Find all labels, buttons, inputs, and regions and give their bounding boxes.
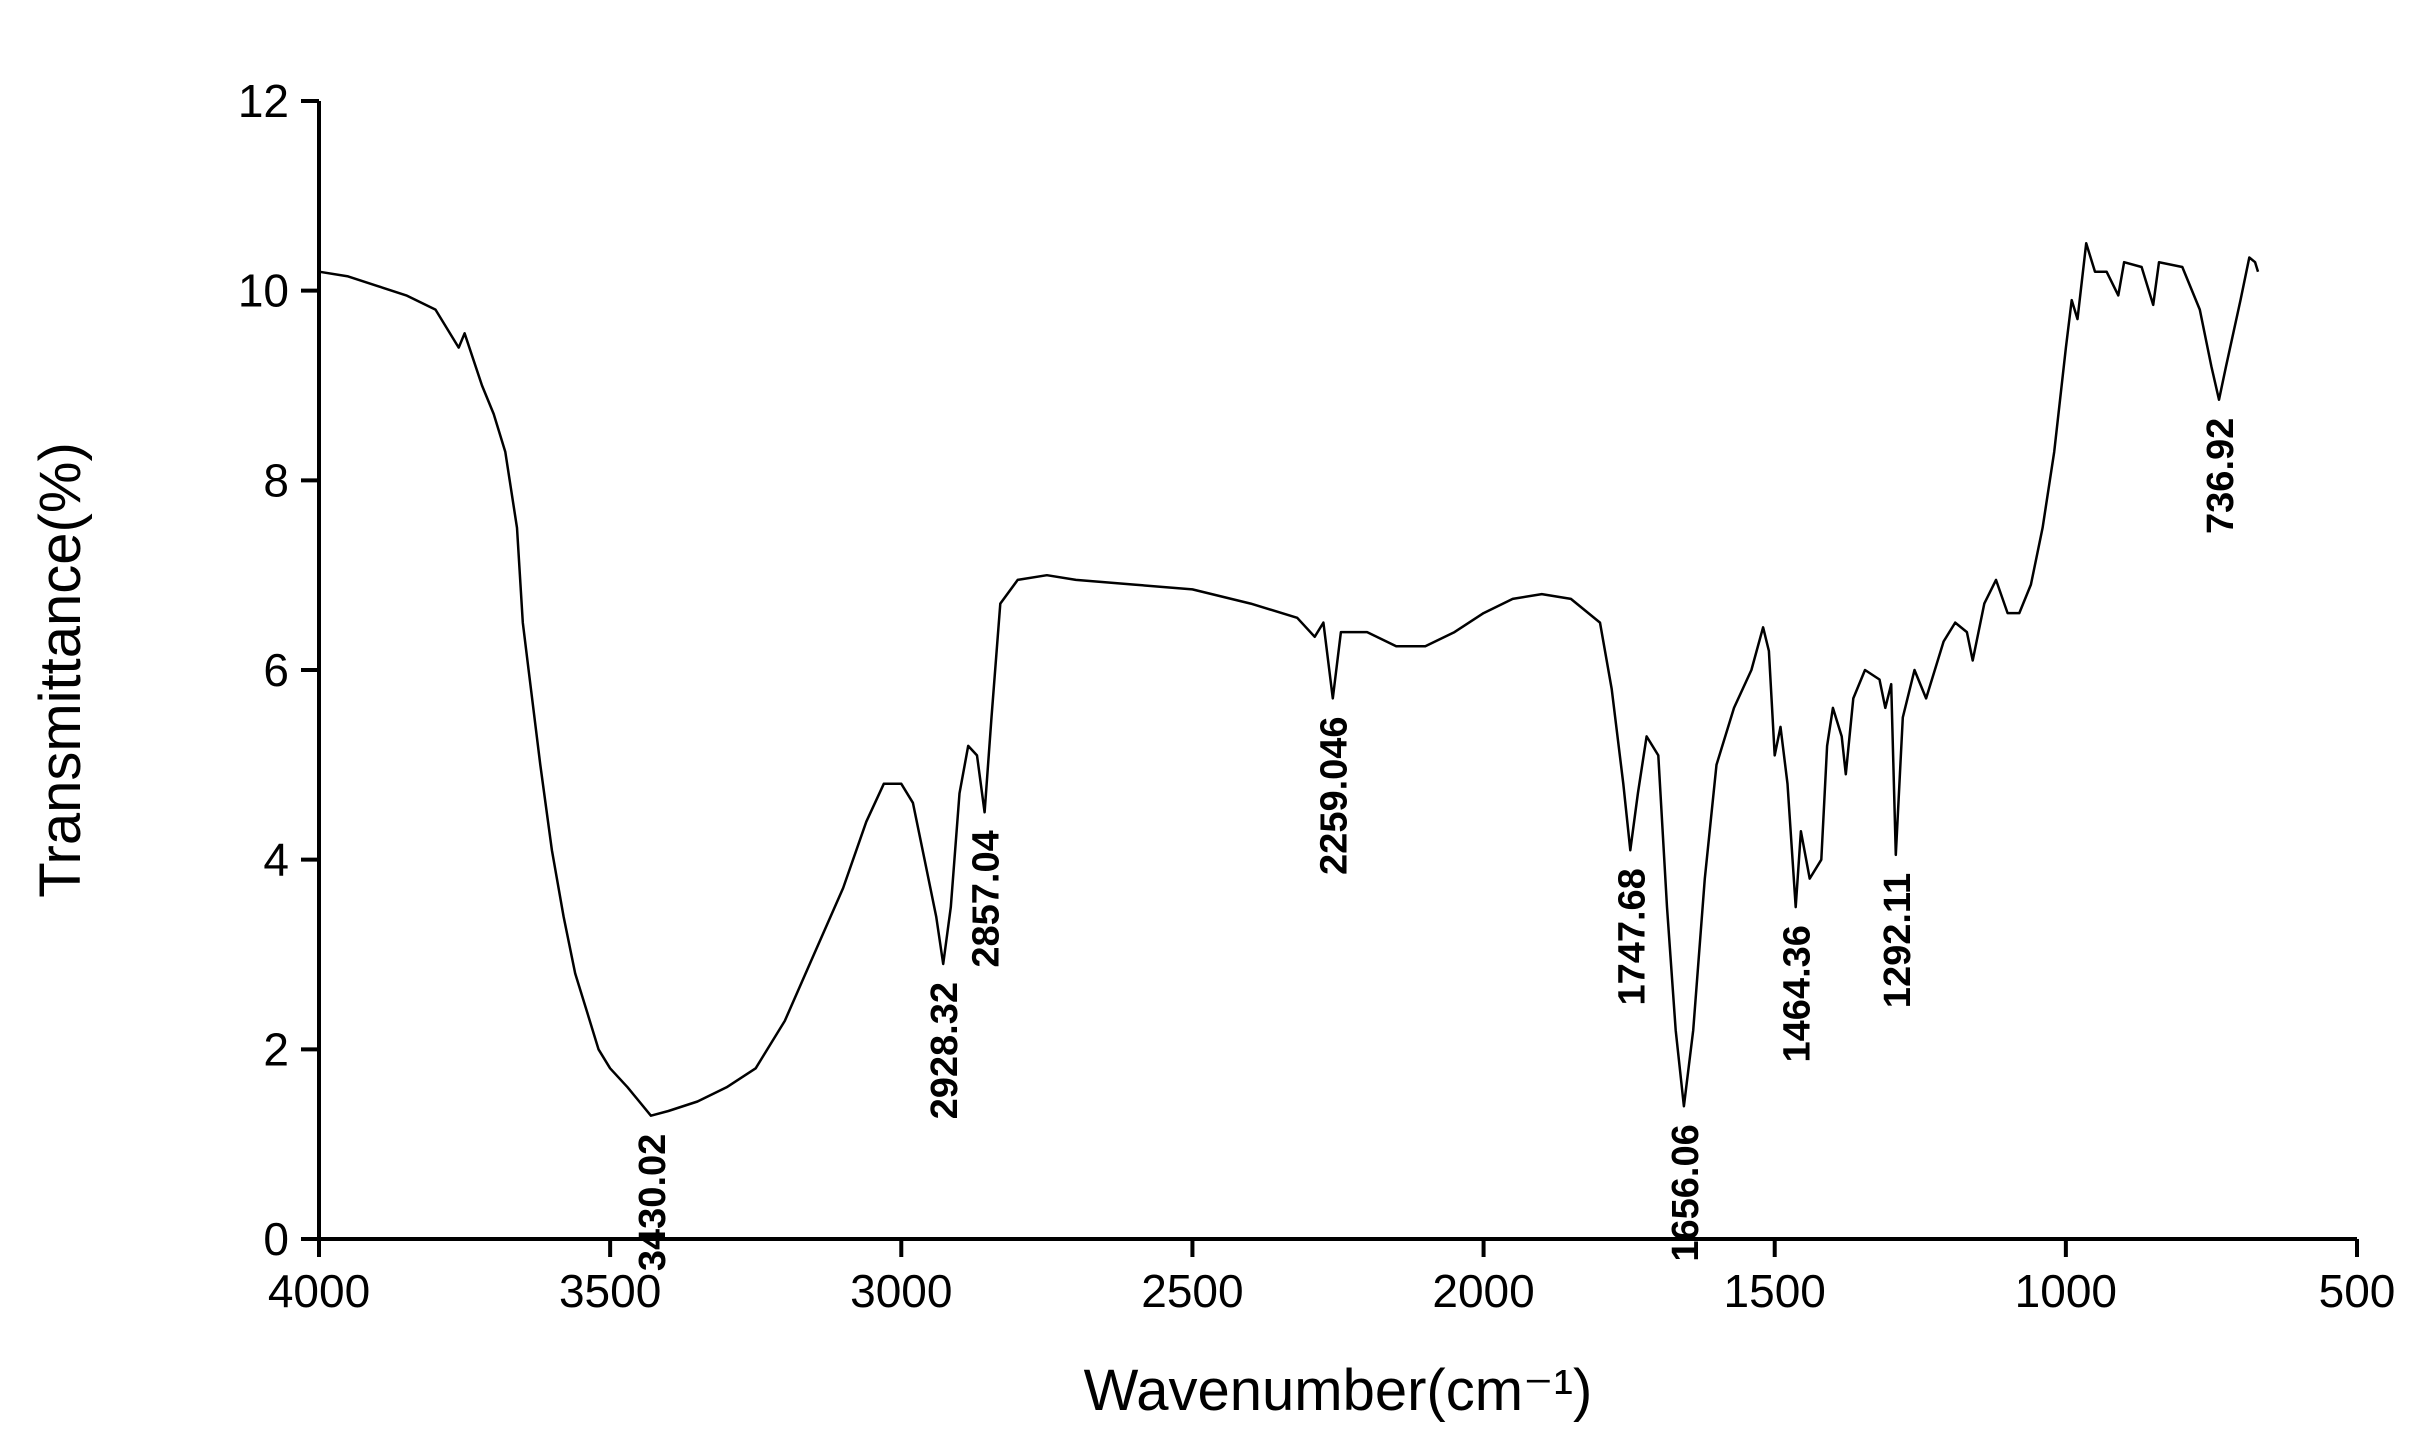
- y-axis-label: Transmittance(%): [28, 442, 93, 898]
- peak-label: 2928.32: [924, 982, 966, 1119]
- y-tick-label: 2: [263, 1023, 289, 1075]
- x-tick-label: 500: [2319, 1265, 2396, 1317]
- x-tick-label: 1000: [2015, 1265, 2117, 1317]
- x-tick-label: 1500: [1724, 1265, 1826, 1317]
- x-axis-label: Wavenumber(cm⁻¹): [1084, 1358, 1593, 1423]
- y-tick-label: 8: [263, 454, 289, 506]
- peak-label: 1747.68: [1611, 868, 1653, 1005]
- y-tick-label: 12: [238, 75, 289, 127]
- x-tick-label: 3500: [559, 1265, 661, 1317]
- peak-label: 2259.046: [1314, 716, 1356, 875]
- peak-label: 3430.02: [632, 1134, 674, 1271]
- peak-label: 2857.04: [966, 830, 1008, 967]
- peak-label: 1292.11: [1877, 873, 1919, 1008]
- y-tick-label: 10: [238, 265, 289, 317]
- x-tick-label: 2500: [1141, 1265, 1243, 1317]
- spectrum-line: [318, 242, 2260, 1117]
- y-tick-label: 4: [263, 834, 289, 886]
- peak-label: 1656.06: [1665, 1124, 1707, 1261]
- y-tick-label: 0: [263, 1213, 289, 1265]
- x-tick-label: 3000: [850, 1265, 952, 1317]
- x-tick-label: 2000: [1432, 1265, 1534, 1317]
- x-tick-label: 4000: [268, 1265, 370, 1317]
- peak-label: 736.92: [2200, 418, 2242, 534]
- y-tick-label: 6: [263, 644, 289, 696]
- peak-label: 1464.36: [1776, 925, 1818, 1062]
